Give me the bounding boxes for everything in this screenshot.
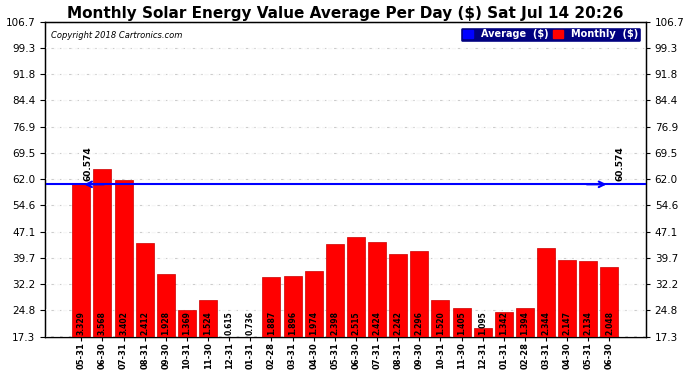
Text: 3.402: 3.402	[119, 311, 128, 335]
Bar	[220, 358, 238, 375]
Bar	[93, 169, 111, 375]
Text: 1.369: 1.369	[182, 311, 191, 335]
Text: 3.329: 3.329	[77, 311, 86, 335]
Text: 0.736: 0.736	[246, 311, 255, 335]
Bar	[495, 312, 513, 375]
Bar	[600, 267, 618, 375]
Title: Monthly Solar Energy Value Average Per Day ($) Sat Jul 14 20:26: Monthly Solar Energy Value Average Per D…	[67, 6, 624, 21]
Bar	[199, 300, 217, 375]
Bar	[347, 237, 365, 375]
Bar	[262, 277, 280, 375]
Bar	[580, 261, 598, 375]
Bar	[537, 248, 555, 375]
Text: 2.515: 2.515	[351, 312, 360, 335]
Bar	[389, 254, 407, 375]
Text: 2.424: 2.424	[373, 311, 382, 335]
Text: 1.394: 1.394	[520, 311, 529, 335]
Legend: Average  ($), Monthly  ($): Average ($), Monthly ($)	[460, 27, 641, 42]
Bar	[558, 260, 576, 375]
Bar	[326, 244, 344, 375]
Bar	[473, 328, 492, 375]
Bar	[157, 274, 175, 375]
Bar	[72, 184, 90, 375]
Bar	[178, 310, 196, 375]
Text: 2.398: 2.398	[331, 311, 339, 335]
Text: 2.344: 2.344	[542, 311, 551, 335]
Bar	[305, 271, 323, 375]
Text: 2.048: 2.048	[605, 311, 614, 335]
Text: 1.342: 1.342	[500, 311, 509, 335]
Text: 1.974: 1.974	[309, 311, 318, 335]
Bar	[241, 351, 259, 375]
Text: 1.928: 1.928	[161, 311, 170, 335]
Text: 1.095: 1.095	[478, 311, 487, 335]
Bar	[136, 243, 154, 375]
Text: 0.615: 0.615	[225, 311, 234, 335]
Text: 60.574: 60.574	[615, 146, 624, 181]
Text: 2.242: 2.242	[394, 311, 403, 335]
Bar	[516, 309, 534, 375]
Text: 1.887: 1.887	[267, 311, 276, 335]
Bar	[115, 180, 132, 375]
Bar	[368, 242, 386, 375]
Text: 1.524: 1.524	[204, 311, 213, 335]
Text: 1.896: 1.896	[288, 311, 297, 335]
Bar	[284, 276, 302, 375]
Bar	[453, 308, 471, 375]
Bar	[431, 300, 449, 375]
Text: 2.296: 2.296	[415, 311, 424, 335]
Text: 3.568: 3.568	[98, 311, 107, 335]
Text: 1.520: 1.520	[436, 311, 445, 335]
Text: 60.574: 60.574	[83, 146, 92, 181]
Bar	[411, 251, 428, 375]
Text: 1.405: 1.405	[457, 311, 466, 335]
Text: 2.147: 2.147	[562, 311, 571, 335]
Text: 2.412: 2.412	[140, 311, 149, 335]
Text: Copyright 2018 Cartronics.com: Copyright 2018 Cartronics.com	[51, 31, 182, 40]
Text: 2.134: 2.134	[584, 311, 593, 335]
